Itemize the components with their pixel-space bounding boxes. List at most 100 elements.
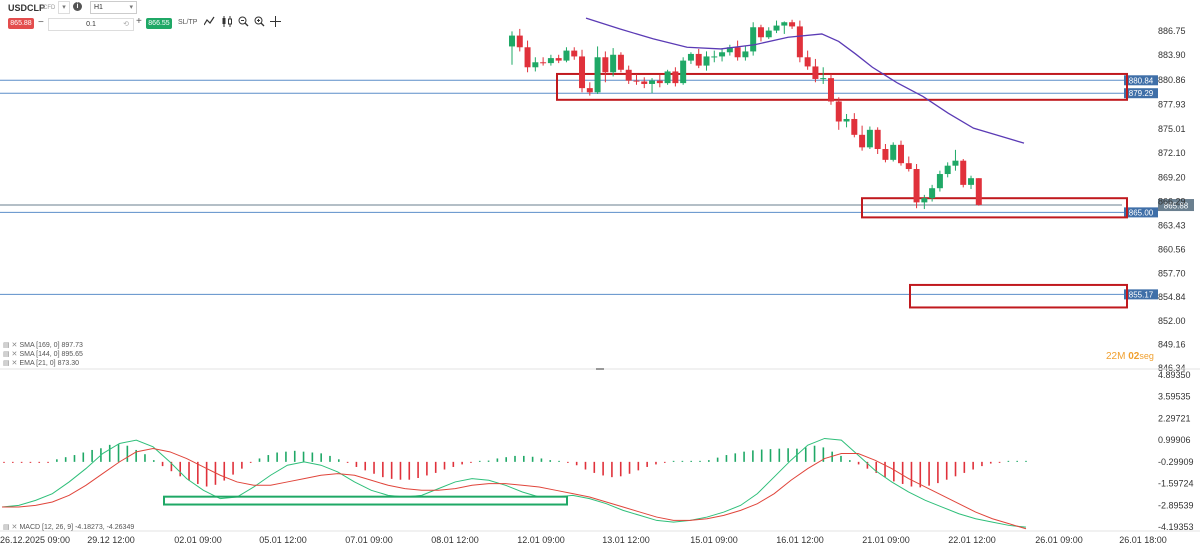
macd-pane	[1, 437, 1027, 530]
quantity-value: 0.1	[86, 21, 96, 28]
bullish-candle	[866, 129, 873, 148]
supply-demand-zone	[556, 72, 1128, 101]
bullish-candle	[952, 160, 959, 166]
timeframe-select[interactable]: H1 ▾	[90, 1, 137, 14]
bearish-candle	[812, 66, 819, 79]
macd-hist-bar-negative	[910, 461, 913, 487]
macd-hist-bar-positive	[699, 460, 701, 462]
bearish-candle	[672, 71, 679, 84]
bullish-candle	[703, 56, 710, 66]
timeframe-value: H1	[94, 4, 103, 11]
macd-legend[interactable]: ▤ ✕ MACD [12, 26, 9] -4.18273, -4.26349	[3, 524, 135, 531]
sell-button[interactable]: 865.88	[8, 18, 34, 29]
info-icon[interactable]: i	[73, 2, 82, 11]
macd-hist-bar-positive	[769, 449, 772, 462]
time-axis: 26.12.2025 09:00 29.12 12:00 02.01 09:00 05…	[0, 530, 1200, 545]
price-tick-label: 886.75	[1158, 26, 1186, 36]
macd-hist-bar-positive	[267, 455, 270, 462]
macd-hist-bar-negative	[875, 461, 878, 473]
candle-countdown-timer: 22M 02seg	[1106, 351, 1154, 362]
macd-tick-label: 2.29721	[1158, 413, 1191, 423]
settings-icon[interactable]: ▤ ✕	[3, 342, 18, 349]
macd-line	[1, 437, 1027, 528]
macd-hist-bar-positive	[681, 460, 684, 462]
indicator-legend-ema21[interactable]: ▤ ✕ EMA [21, 0] 873.30	[3, 360, 79, 367]
bullish-candle	[765, 30, 772, 38]
bearish-candle	[540, 62, 547, 64]
bullish-candle	[843, 118, 850, 122]
time-tick-label: 08.01 12:00	[431, 535, 479, 545]
bearish-candle	[734, 47, 741, 58]
macd-hist-bar-positive	[1007, 460, 1010, 462]
settings-icon[interactable]: ▤ ✕	[3, 524, 18, 531]
macd-hist-bar-negative	[611, 461, 613, 478]
macd-hist-bar-positive	[487, 460, 490, 462]
bearish-candle	[516, 35, 523, 48]
macd-hist-bar-negative	[20, 461, 23, 463]
pane-resize-handle[interactable]	[596, 368, 604, 370]
time-tick-label: 26.01 09:00	[1035, 535, 1083, 545]
bullish-candle	[773, 25, 780, 31]
macd-tick-label: -1.59724	[1158, 479, 1194, 489]
bullish-candle	[649, 80, 656, 84]
bearish-candle	[625, 69, 632, 81]
macd-hist-bar-negative	[241, 461, 243, 469]
macd-hist-bar-positive	[56, 459, 58, 462]
increase-quantity-button[interactable]: +	[136, 16, 142, 27]
bearish-candle	[789, 22, 796, 27]
macd-hist-bar-positive	[778, 448, 781, 462]
symbol-label[interactable]: USDCLP	[8, 3, 46, 13]
macd-hist-bar-negative	[382, 461, 384, 478]
macd-hist-bar-negative	[390, 461, 393, 479]
macd-tick-label: 3.59535	[1158, 392, 1191, 402]
crosshair-icon[interactable]	[270, 15, 281, 28]
time-tick-label: 22.01 12:00	[948, 535, 996, 545]
zoom-out-icon[interactable]	[238, 15, 249, 28]
macd-hist-bar-positive	[311, 452, 314, 462]
settings-icon[interactable]: ▤ ✕	[3, 360, 18, 367]
macd-hist-bar-negative	[364, 461, 367, 471]
bearish-candle	[555, 58, 562, 61]
refresh-icon[interactable]: ⟲	[123, 21, 129, 28]
symbol-dropdown-icon[interactable]: ▾	[58, 1, 70, 14]
decrease-quantity-button[interactable]: −	[38, 17, 44, 28]
bearish-candle	[695, 53, 702, 66]
time-tick-label: 07.01 09:00	[345, 535, 393, 545]
ema-line	[585, 17, 1025, 144]
macd-axis: 4.89350 3.59535 2.29721 0.99906 -0.29909 -1.5…	[1158, 370, 1194, 532]
indicator-legend-sma144[interactable]: ▤ ✕ SMA [144, 0] 895.65	[3, 351, 83, 358]
ema21-line	[585, 17, 1025, 144]
bullish-candle	[610, 54, 617, 73]
macd-hist-bar-negative	[857, 461, 860, 465]
indicator-legend-sma169[interactable]: ▤ ✕ SMA [169, 0] 897.73	[3, 342, 83, 349]
macd-tick-label: 0.99906	[1158, 435, 1191, 445]
price-level-tag	[1124, 289, 1158, 300]
macd-hist-bar-positive	[514, 455, 516, 462]
bullish-candle	[936, 174, 943, 189]
zoom-in-icon[interactable]	[254, 15, 265, 28]
sltp-button[interactable]: SL/TP	[178, 19, 198, 26]
settings-icon[interactable]: ▤ ✕	[3, 351, 18, 358]
quantity-input[interactable]: 0.1 ⟲	[48, 18, 134, 31]
price-level-tag	[1124, 88, 1158, 99]
macd-hist-bar-positive	[822, 447, 825, 462]
buy-button[interactable]: 866.55	[146, 18, 172, 29]
candlestick-icon[interactable]	[222, 15, 233, 28]
bullish-candle	[687, 53, 694, 61]
price-level-value: 855.17	[1129, 290, 1154, 299]
macd-hist-bar-negative	[972, 461, 974, 470]
bearish-candle	[905, 163, 912, 170]
macd-hist-bar-negative	[346, 461, 349, 463]
time-tick-label: 05.01 12:00	[259, 535, 307, 545]
price-tick-label: 852.00	[1158, 316, 1186, 326]
bearish-candle	[641, 81, 648, 84]
macd-hist-bar-negative	[29, 461, 32, 463]
macd-hist-bar-negative	[646, 461, 648, 467]
macd-hist-bar-negative	[945, 461, 948, 480]
current-price-value: 865.88	[1164, 202, 1189, 211]
indicator-icon[interactable]	[204, 15, 215, 28]
macd-hist-bar-negative	[928, 461, 930, 486]
macd-hist-bar-positive	[337, 459, 340, 462]
bearish-candle	[579, 56, 586, 89]
